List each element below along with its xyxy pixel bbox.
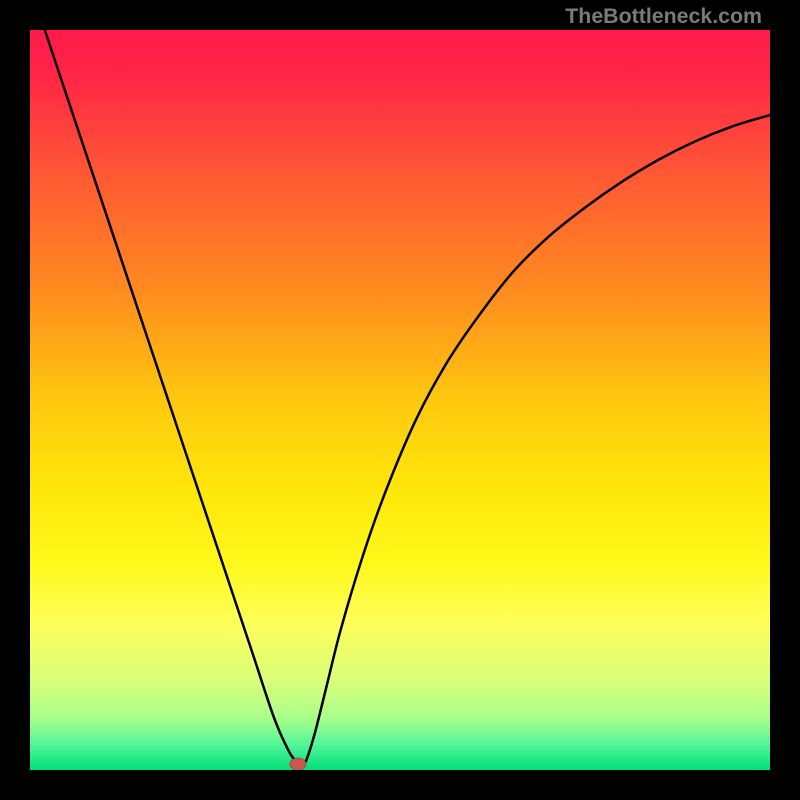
chart-frame: TheBottleneck.com <box>0 0 800 800</box>
chart-svg <box>30 30 770 770</box>
plot-area <box>30 30 770 770</box>
watermark-label: TheBottleneck.com <box>565 4 762 29</box>
optimal-point-marker <box>290 758 306 770</box>
bottleneck-curve <box>45 30 770 766</box>
